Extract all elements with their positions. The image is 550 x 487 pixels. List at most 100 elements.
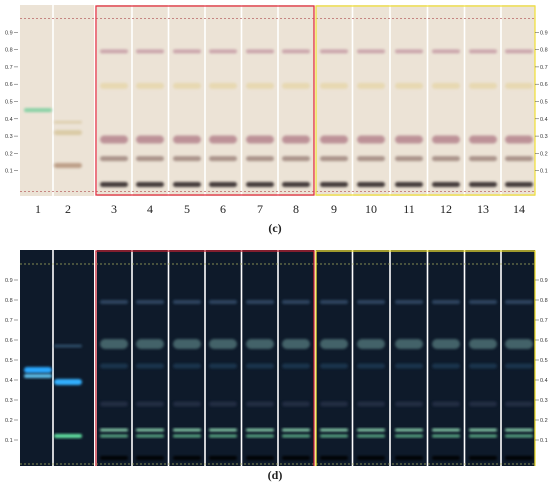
band-lane-7-rf-0.01 bbox=[246, 456, 274, 460]
band-lane-10-rf-0.79 bbox=[357, 300, 385, 304]
band-lane-11-rf-0.28 bbox=[395, 401, 423, 407]
rf-tick-right: 0.2 bbox=[540, 418, 548, 424]
rf-tick-right: 0.4 bbox=[540, 378, 548, 384]
band-lane-11-rf-0.01 bbox=[395, 456, 423, 460]
band-lane-8-rf-0.28 bbox=[282, 401, 310, 407]
band-lane-13-rf-0.12 bbox=[469, 434, 497, 438]
rf-tick-right: 0.4 bbox=[540, 117, 548, 123]
band-lane-4-rf-0.01 bbox=[136, 456, 164, 460]
band-lane-12-rf-0.17 bbox=[432, 156, 460, 162]
band-lane-4-rf-0.47 bbox=[136, 363, 164, 369]
group-box-red bbox=[95, 250, 315, 466]
band-lane-2-rf-0.57 bbox=[54, 344, 82, 348]
band-lane-10-rf-0.12 bbox=[357, 434, 385, 438]
lane-label-9: 9 bbox=[331, 202, 337, 216]
band-lane-7-rf-0.79 bbox=[246, 300, 274, 304]
band-lane-4-rf-0.79 bbox=[136, 49, 164, 54]
band-lane-7-rf-0.47 bbox=[246, 363, 274, 369]
rf-tick-left: 0.8 bbox=[5, 298, 13, 304]
band-lane-11-rf-0.15 bbox=[395, 428, 423, 432]
band-lane-9-rf-0.28 bbox=[320, 401, 348, 407]
tlc-plate-d: 0.1 0.1 0.2 0.2 0.3 0.3 0.4 0.4 0.5 0.5 0.6 0.6 0.7 0… bbox=[5, 250, 548, 466]
band-lane-10-rf-0.79 bbox=[357, 49, 385, 54]
band-lane-9-rf-0.15 bbox=[320, 428, 348, 432]
band-lane-8-rf-0.28 bbox=[282, 135, 310, 144]
band-lane-14-rf-0.15 bbox=[505, 428, 533, 432]
band-lane-5-rf-0.58 bbox=[173, 339, 201, 349]
band-lane-1-rf-0.45 bbox=[24, 367, 52, 373]
band-lane-9-rf-0.12 bbox=[320, 434, 348, 438]
band-lane-5-rf-0.59 bbox=[173, 82, 201, 89]
band-lane-13-rf-0.01 bbox=[469, 456, 497, 460]
rf-tick-left: 0.4 bbox=[5, 117, 13, 123]
band-lane-10-rf-0.58 bbox=[357, 339, 385, 349]
panel-d: 0.1 0.1 0.2 0.2 0.3 0.3 0.4 0.4 0.5 0.5 0.6 0.6 0.7 0… bbox=[0, 244, 550, 466]
band-lane-10-rf-0.28 bbox=[357, 401, 385, 407]
band-lane-10-rf-0.28 bbox=[357, 135, 385, 144]
rf-tick-left: 0.7 bbox=[5, 318, 13, 324]
rf-tick-left: 0.1 bbox=[5, 438, 13, 444]
rf-tick-right: 0.2 bbox=[540, 151, 548, 157]
band-lane-3-rf-0.12 bbox=[100, 434, 128, 438]
band-lane-13-rf-0.47 bbox=[469, 363, 497, 369]
band-lane-8-rf-0.02 bbox=[282, 182, 310, 188]
band-lane-9-rf-0.79 bbox=[320, 300, 348, 304]
band-lane-4-rf-0.58 bbox=[136, 339, 164, 349]
plate-block-standards bbox=[20, 250, 94, 466]
band-lane-11-rf-0.47 bbox=[395, 363, 423, 369]
band-lane-5-rf-0.79 bbox=[173, 49, 201, 54]
band-lane-9-rf-0.47 bbox=[320, 363, 348, 369]
band-lane-3-rf-0.17 bbox=[100, 156, 128, 162]
tlc-plate-c: 0.1 0.1 0.2 0.2 0.3 0.3 0.4 0.4 0.5 0.5 0.6 0.6 0.7 0… bbox=[5, 5, 548, 216]
band-lane-8-rf-0.12 bbox=[282, 434, 310, 438]
band-lane-7-rf-0.02 bbox=[246, 182, 274, 188]
band-lane-13-rf-0.79 bbox=[469, 300, 497, 304]
band-lane-14-rf-0.59 bbox=[505, 82, 533, 89]
band-lane-6-rf-0.17 bbox=[209, 156, 237, 162]
band-lane-8-rf-0.79 bbox=[282, 300, 310, 304]
lane-label-1: 1 bbox=[35, 202, 41, 216]
band-lane-9-rf-0.01 bbox=[320, 456, 348, 460]
band-lane-10-rf-0.47 bbox=[357, 363, 385, 369]
rf-tick-left: 0.5 bbox=[5, 358, 13, 364]
band-lane-7-rf-0.58 bbox=[246, 339, 274, 349]
lane-label-10: 10 bbox=[365, 202, 377, 216]
band-lane-12-rf-0.59 bbox=[432, 82, 460, 89]
band-lane-12-rf-0.79 bbox=[432, 300, 460, 304]
rf-tick-left: 0.5 bbox=[5, 100, 13, 106]
band-lane-4-rf-0.28 bbox=[136, 401, 164, 407]
band-lane-14-rf-0.58 bbox=[505, 339, 533, 349]
band-lane-3-rf-0.02 bbox=[100, 182, 128, 188]
band-lane-3-rf-0.28 bbox=[100, 135, 128, 144]
band-lane-12-rf-0.28 bbox=[432, 401, 460, 407]
rf-tick-right: 0.7 bbox=[540, 318, 548, 324]
rf-tick-left: 0.9 bbox=[5, 30, 13, 36]
band-lane-11-rf-0.02 bbox=[395, 182, 423, 188]
lane-label-14: 14 bbox=[513, 202, 525, 216]
band-lane-14-rf-0.17 bbox=[505, 156, 533, 162]
band-lane-14-rf-0.12 bbox=[505, 434, 533, 438]
band-lane-4-rf-0.17 bbox=[136, 156, 164, 162]
band-lane-5-rf-0.17 bbox=[173, 156, 201, 162]
band-lane-7-rf-0.12 bbox=[246, 434, 274, 438]
rf-tick-left: 0.3 bbox=[5, 398, 13, 404]
band-lane-6-rf-0.59 bbox=[209, 82, 237, 89]
band-lane-13-rf-0.15 bbox=[469, 428, 497, 432]
rf-tick-right: 0.8 bbox=[540, 298, 548, 304]
rf-tick-left: 0.7 bbox=[5, 65, 13, 71]
band-lane-12-rf-0.12 bbox=[432, 434, 460, 438]
band-lane-2-rf-0.13 bbox=[54, 163, 82, 169]
band-lane-7-rf-0.17 bbox=[246, 156, 274, 162]
band-lane-6-rf-0.28 bbox=[209, 401, 237, 407]
band-lane-11-rf-0.59 bbox=[395, 82, 423, 89]
band-lane-12-rf-0.28 bbox=[432, 135, 460, 144]
lane-label-13: 13 bbox=[477, 202, 489, 216]
band-lane-1-rf-0.45 bbox=[24, 108, 52, 113]
band-lane-6-rf-0.01 bbox=[209, 456, 237, 460]
lane-label-5: 5 bbox=[184, 202, 190, 216]
band-lane-14-rf-0.28 bbox=[505, 135, 533, 144]
band-lane-6-rf-0.12 bbox=[209, 434, 237, 438]
lane-label-12: 12 bbox=[440, 202, 452, 216]
lane-label-2: 2 bbox=[65, 202, 71, 216]
band-lane-14-rf-0.79 bbox=[505, 300, 533, 304]
